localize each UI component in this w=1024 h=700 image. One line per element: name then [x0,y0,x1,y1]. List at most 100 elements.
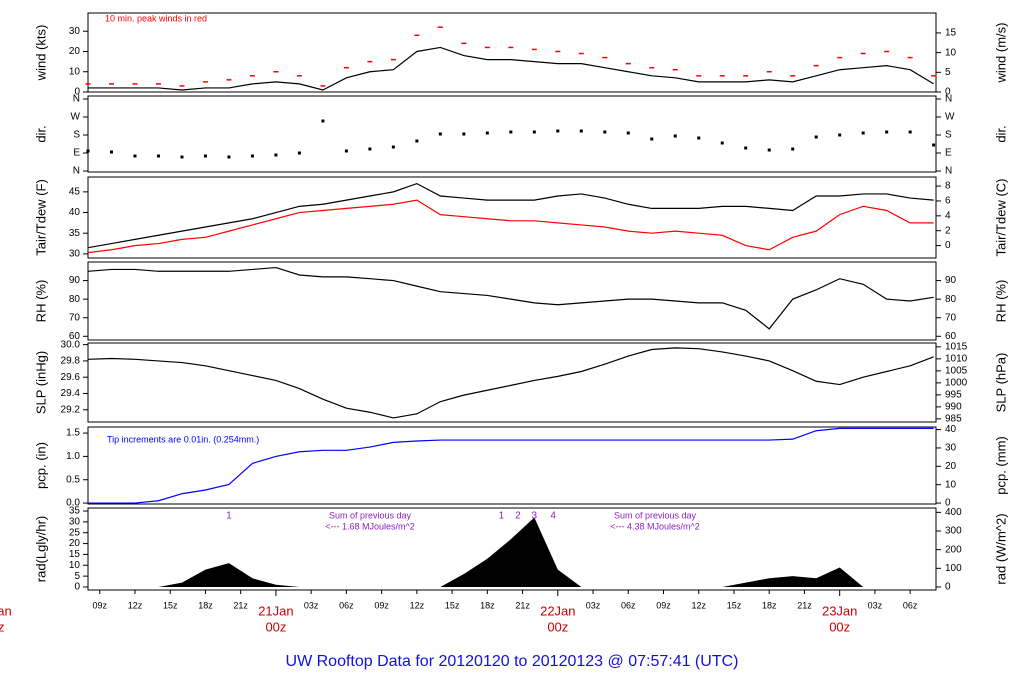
y-tick-label: 29.2 [61,404,81,415]
y2-axis-label: rad (W/m^2) [993,513,1008,584]
panel-note: 10 min. peak winds in red [105,13,207,23]
panel-frame [87,176,937,259]
series-line [88,46,934,91]
y-tick-label: E [73,148,80,159]
y-axis-label: wind (kts) [33,25,48,82]
y-tick-label: 5 [74,571,80,582]
y2-tick-label: 90 [945,275,957,286]
y-axis-label: rad(Lgly/hr) [33,516,48,582]
day-marker: 1 [499,511,505,522]
date-label: 23Jan [822,603,857,618]
series-line [87,199,934,254]
x-tick-label: 09z [92,600,107,610]
y-tick-label: 0.5 [66,474,80,485]
radiation-area [88,517,934,587]
x-tick-label: 09z [656,600,671,610]
dir-point [321,119,325,123]
series-line [87,347,934,419]
y2-axis-label: SLP (hPa) [993,353,1008,413]
panel-frame [87,342,937,423]
x-tick-label: 03z [304,600,319,610]
dir-point [180,155,184,159]
y-tick-label: 35 [69,506,81,517]
dir-point [556,129,560,133]
dir-point [485,131,489,135]
x-tick-label: 03z [868,600,883,610]
y-tick-label: 0 [74,87,80,98]
y2-axis-label: dir. [993,125,1008,142]
y2-tick-label: 60 [945,331,957,342]
x-tick-label: 18z [762,600,777,610]
y2-tick-label: 995 [945,390,962,401]
dir-point [344,149,348,153]
dir-point [133,154,137,158]
y2-tick-label: 2 [945,225,951,236]
x-tick-label: 03z [586,600,601,610]
dir-point [932,143,936,147]
x-tick-label: 12z [128,600,143,610]
dir-point [697,136,701,140]
y-tick-label: 30 [69,249,81,260]
dir-point [603,130,607,134]
dir-point [109,150,113,154]
dir-point [509,130,513,134]
dir-point [673,134,677,138]
y-tick-label: 15 [69,549,81,560]
y2-tick-label: 6 [945,196,951,207]
dir-point [885,130,889,134]
dir-point [368,147,372,151]
page-title: UW Rooftop Data for 20120120 to 20120123… [286,653,739,670]
y-tick-label: 0 [74,582,80,593]
dir-point [250,154,254,158]
daily-sum-note: <--- 4.38 MJoules/m^2 [610,521,700,531]
x-tick-label: 15z [727,600,742,610]
y2-tick-label: 40 [945,424,957,435]
y2-tick-label: 0 [945,498,951,509]
dir-point [86,149,90,153]
y2-tick-label: 0 [945,87,951,98]
date-hour-label: 00z [265,619,286,634]
y2-axis-label: RH (%) [993,280,1008,323]
y-tick-label: 29.6 [61,372,81,383]
y2-tick-label: 15 [945,28,957,39]
y2-axis-label: pcp. (mm) [993,436,1008,495]
y-tick-label: N [73,94,80,105]
dir-point [838,133,842,137]
dir-point [415,139,419,143]
y-tick-label: 20 [69,538,81,549]
series-line [87,182,934,249]
date-hour-label: 00z [829,619,850,634]
y-tick-label: 35 [69,228,81,239]
dir-point [391,145,395,149]
y2-tick-label: 1015 [945,341,968,352]
y2-tick-label: 8 [945,181,951,192]
x-tick-label: 06z [903,600,918,610]
x-tick-label: 06z [621,600,636,610]
y2-tick-label: S [945,130,952,141]
day-marker: 1 [226,511,232,522]
panel-frame [87,95,937,173]
y-tick-label: 20 [69,46,81,57]
series-line [87,266,934,330]
y2-tick-label: N [945,166,952,177]
x-tick-label: 21z [797,600,812,610]
y2-tick-label: 985 [945,414,962,425]
series-line [88,427,934,504]
y2-tick-label: 5 [945,67,951,78]
x-tick-label: 12z [410,600,425,610]
date-label: 20Jan [0,603,12,618]
panel-frame [87,426,937,505]
y2-tick-label: N [945,94,952,105]
y2-tick-label: 80 [945,294,957,305]
dir-point [744,146,748,150]
x-tick-label: 06z [339,600,354,610]
dir-point [579,129,583,133]
y2-tick-label: 200 [945,544,962,555]
y2-tick-label: 990 [945,402,962,413]
dir-point [861,131,865,135]
y2-tick-label: 4 [945,210,951,221]
y2-tick-label: 10 [945,47,957,58]
y-tick-label: 29.8 [61,356,81,367]
y2-axis-label: wind (m/s) [993,23,1008,84]
panel-frame [87,507,937,591]
